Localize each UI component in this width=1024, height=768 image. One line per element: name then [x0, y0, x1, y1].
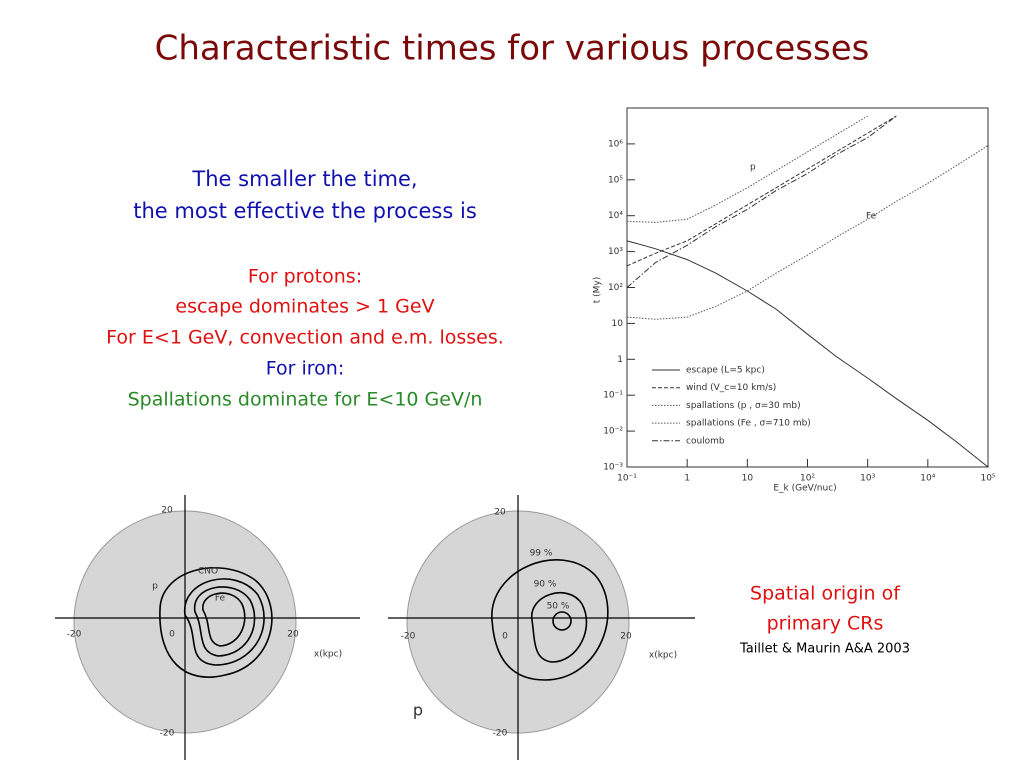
y-tick-label: 10⁻¹ [603, 391, 623, 401]
axis-label: x(kpc) [314, 650, 342, 660]
x-axis-label: E_k (GeV/nuc) [773, 484, 836, 494]
series-line [627, 145, 988, 320]
contour [194, 586, 256, 657]
diagram-right-labels: 20 -20 0 20 -20 x(kpc) 99 % 90 % 50 % p [401, 508, 677, 739]
y-tick-label: 10⁶ [608, 139, 623, 149]
contour [531, 592, 588, 663]
x-tick-label: 10² [800, 474, 815, 484]
diagram-left [55, 495, 360, 760]
tick: 0 [169, 630, 175, 640]
chart: 10⁻¹ 1 10 10² 10³ 10⁴ 10⁵ 10⁻³ 10⁻² 10⁻¹ 1 10 10² 10³… [593, 115, 996, 494]
diagram-left-labels: 20 -20 0 20 -20 x(kpc) p CNO Fe [67, 506, 342, 739]
label: Fe [215, 594, 226, 604]
intro-line: The smaller the time, [191, 167, 417, 191]
y-axis-label: t (My) [593, 277, 603, 304]
tick: 0 [502, 632, 508, 642]
x-tick-label: 10⁻¹ [617, 474, 637, 484]
slide-title: Characteristic times for various process… [155, 29, 870, 69]
iron-line: Spallations dominate for E<10 GeV/n [128, 389, 483, 411]
tick: -20 [401, 632, 416, 642]
tick: 20 [620, 632, 632, 642]
y-tick-label: 10⁵ [608, 175, 623, 185]
y-tick-label: 1 [617, 355, 623, 365]
contour [184, 578, 265, 666]
x-tick-label: 10 [742, 474, 754, 484]
y-tick-label: 10⁴ [608, 211, 623, 221]
legend-label: escape (L=5 kpc) [686, 366, 765, 376]
axis-label: x(kpc) [649, 651, 677, 661]
tick: -20 [493, 729, 508, 739]
y-tick-label: 10³ [608, 247, 623, 257]
legend-label: wind (V_c=10 km/s) [686, 383, 776, 393]
reference: Taillet & Maurin A&A 2003 [739, 642, 910, 657]
proton-line: escape dominates > 1 GeV [175, 296, 434, 318]
tick: 20 [161, 506, 173, 516]
tick: 20 [287, 630, 299, 640]
contour [159, 567, 273, 678]
series-line [627, 115, 897, 267]
tick: -20 [160, 729, 175, 739]
text-block: The smaller the time, the most effective… [106, 167, 910, 657]
x-tick-label: 10⁵ [980, 474, 995, 484]
label: CNO [198, 567, 218, 577]
x-tick-label: 1 [684, 474, 690, 484]
contour [202, 592, 246, 647]
contour [552, 611, 572, 631]
label: p [152, 582, 158, 592]
label: 99 % [530, 549, 553, 559]
diagram-right [388, 495, 695, 760]
label: 90 % [534, 580, 557, 590]
series-line [627, 115, 868, 223]
series-line [627, 115, 897, 288]
origin-line: Spatial origin of [750, 583, 901, 605]
annotation: p [750, 163, 756, 173]
label: 50 % [547, 602, 570, 612]
legend-label: spallations (p , σ=30 mb) [686, 401, 801, 411]
series-line [627, 240, 988, 467]
label: p [413, 701, 423, 720]
y-tick-label: 10 [612, 319, 624, 329]
y-tick-label: 10⁻³ [603, 463, 623, 473]
legend-label: spallations (Fe , σ=710 mb) [686, 419, 811, 429]
proton-line: For E<1 GeV, convection and e.m. losses. [106, 327, 504, 349]
tick: -20 [67, 630, 82, 640]
intro-line: the most effective the process is [133, 199, 477, 223]
contour [491, 559, 609, 681]
chart-panel [593, 100, 1003, 492]
x-tick-label: 10⁴ [920, 474, 935, 484]
y-tick-label: 10⁻² [603, 427, 623, 437]
origin-line: primary CRs [767, 613, 884, 635]
iron-line: For iron: [266, 358, 344, 380]
y-tick-label: 10² [608, 283, 623, 293]
proton-line: For protons: [248, 266, 362, 288]
tick: 20 [494, 508, 506, 518]
legend-label: coulomb [686, 436, 725, 446]
x-tick-label: 10³ [860, 474, 875, 484]
